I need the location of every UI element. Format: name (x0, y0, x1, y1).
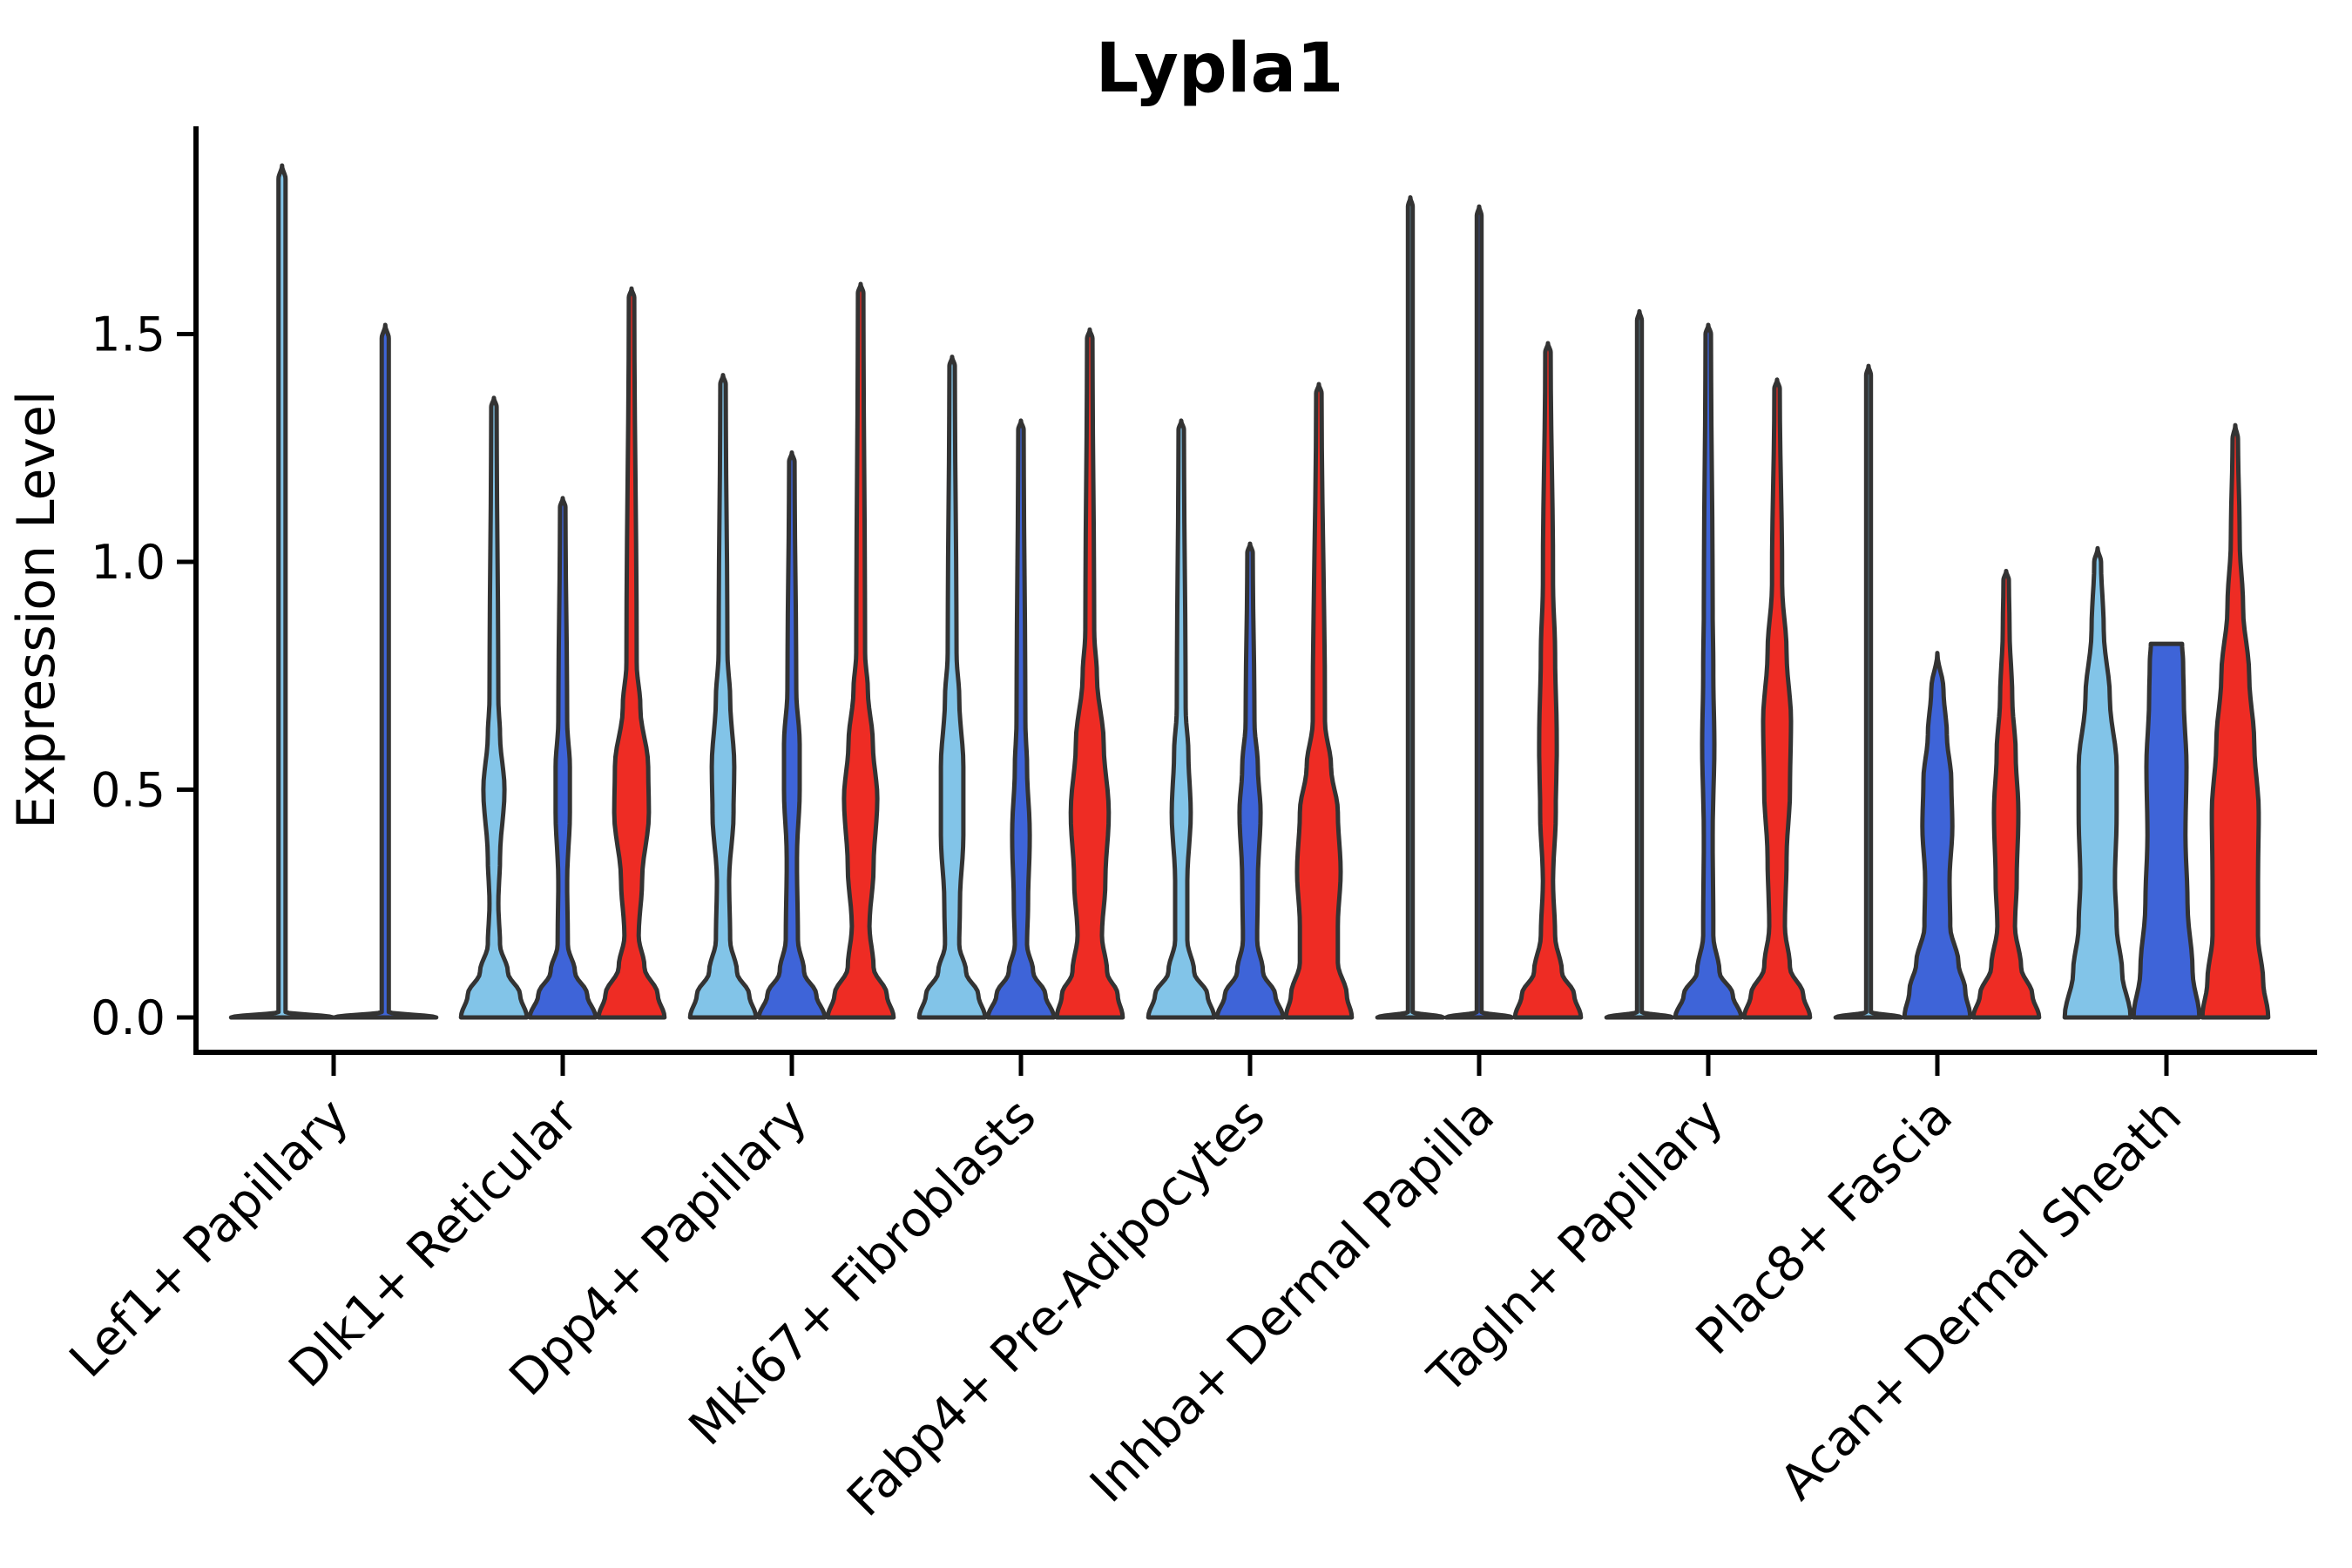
violin-red-dlk1-reticular (596, 286, 667, 1020)
violin-light-blue-mki67-fibroblasts (916, 355, 988, 1020)
violin-light-blue-inhba-dermal-papilla (1375, 195, 1446, 1020)
chart-title: Lypla1 (1096, 30, 1344, 108)
violin-red-inhba-dermal-papilla (1512, 341, 1584, 1020)
violin-dark-blue-mki67-fibroblasts (985, 418, 1057, 1020)
violin-red-fabp4-pre-adipocytes (1283, 382, 1355, 1020)
violin-dark-blue-tagln-papillary (1673, 322, 1744, 1020)
x-tick-label-acan-dermal-sheath: Acan+ Dermal Sheath (1769, 1088, 2193, 1511)
violin-red-dpp4-papillary (825, 281, 896, 1020)
x-tick-label-inhba-dermal-papilla: Inhba+ Dermal Papilla (1079, 1088, 1505, 1514)
y-tick-label: 0.5 (91, 763, 166, 818)
violin-red-mki67-fibroblasts (1054, 327, 1125, 1020)
violin-dark-blue-plac8-fascia (1902, 651, 1973, 1020)
violin-light-blue-dpp4-papillary (687, 373, 759, 1020)
y-tick-label: 0.0 (91, 990, 166, 1045)
violin-dark-blue-fabp4-pre-adipocytes (1214, 541, 1286, 1020)
violin-dark-blue-dlk1-reticular (527, 496, 598, 1020)
violin-light-blue-fabp4-pre-adipocytes (1146, 418, 1217, 1020)
violins-layer (228, 163, 2271, 1020)
violin-dark-blue-inhba-dermal-papilla (1443, 204, 1515, 1020)
y-axis-label: Expression Level (6, 390, 67, 828)
violin-light-blue-tagln-papillary (1604, 308, 1675, 1020)
x-tick-label-fabp4-pre-adipocytes: Fabp4+ Pre-Adipocytes (836, 1088, 1276, 1528)
violin-dark-blue-lef1-papillary (332, 322, 439, 1020)
violin-red-tagln-papillary (1741, 377, 1813, 1020)
violin-light-blue-dlk1-reticular (458, 395, 530, 1020)
violin-dark-blue-acan-dermal-sheath (2131, 641, 2202, 1020)
y-tick-label: 1.0 (91, 535, 166, 590)
violin-light-blue-plac8-fascia (1833, 363, 1904, 1020)
violin-light-blue-lef1-papillary (228, 163, 335, 1020)
y-tick-label: 1.5 (91, 308, 166, 362)
violin-light-blue-acan-dermal-sheath (2062, 545, 2133, 1020)
y-axis-ticks: 0.0 0.5 1.0 1.5 (91, 308, 196, 1045)
violin-dark-blue-dpp4-papillary (756, 450, 828, 1020)
violin-red-plac8-fascia (1970, 569, 2042, 1020)
violin-red-acan-dermal-sheath (2200, 422, 2271, 1020)
